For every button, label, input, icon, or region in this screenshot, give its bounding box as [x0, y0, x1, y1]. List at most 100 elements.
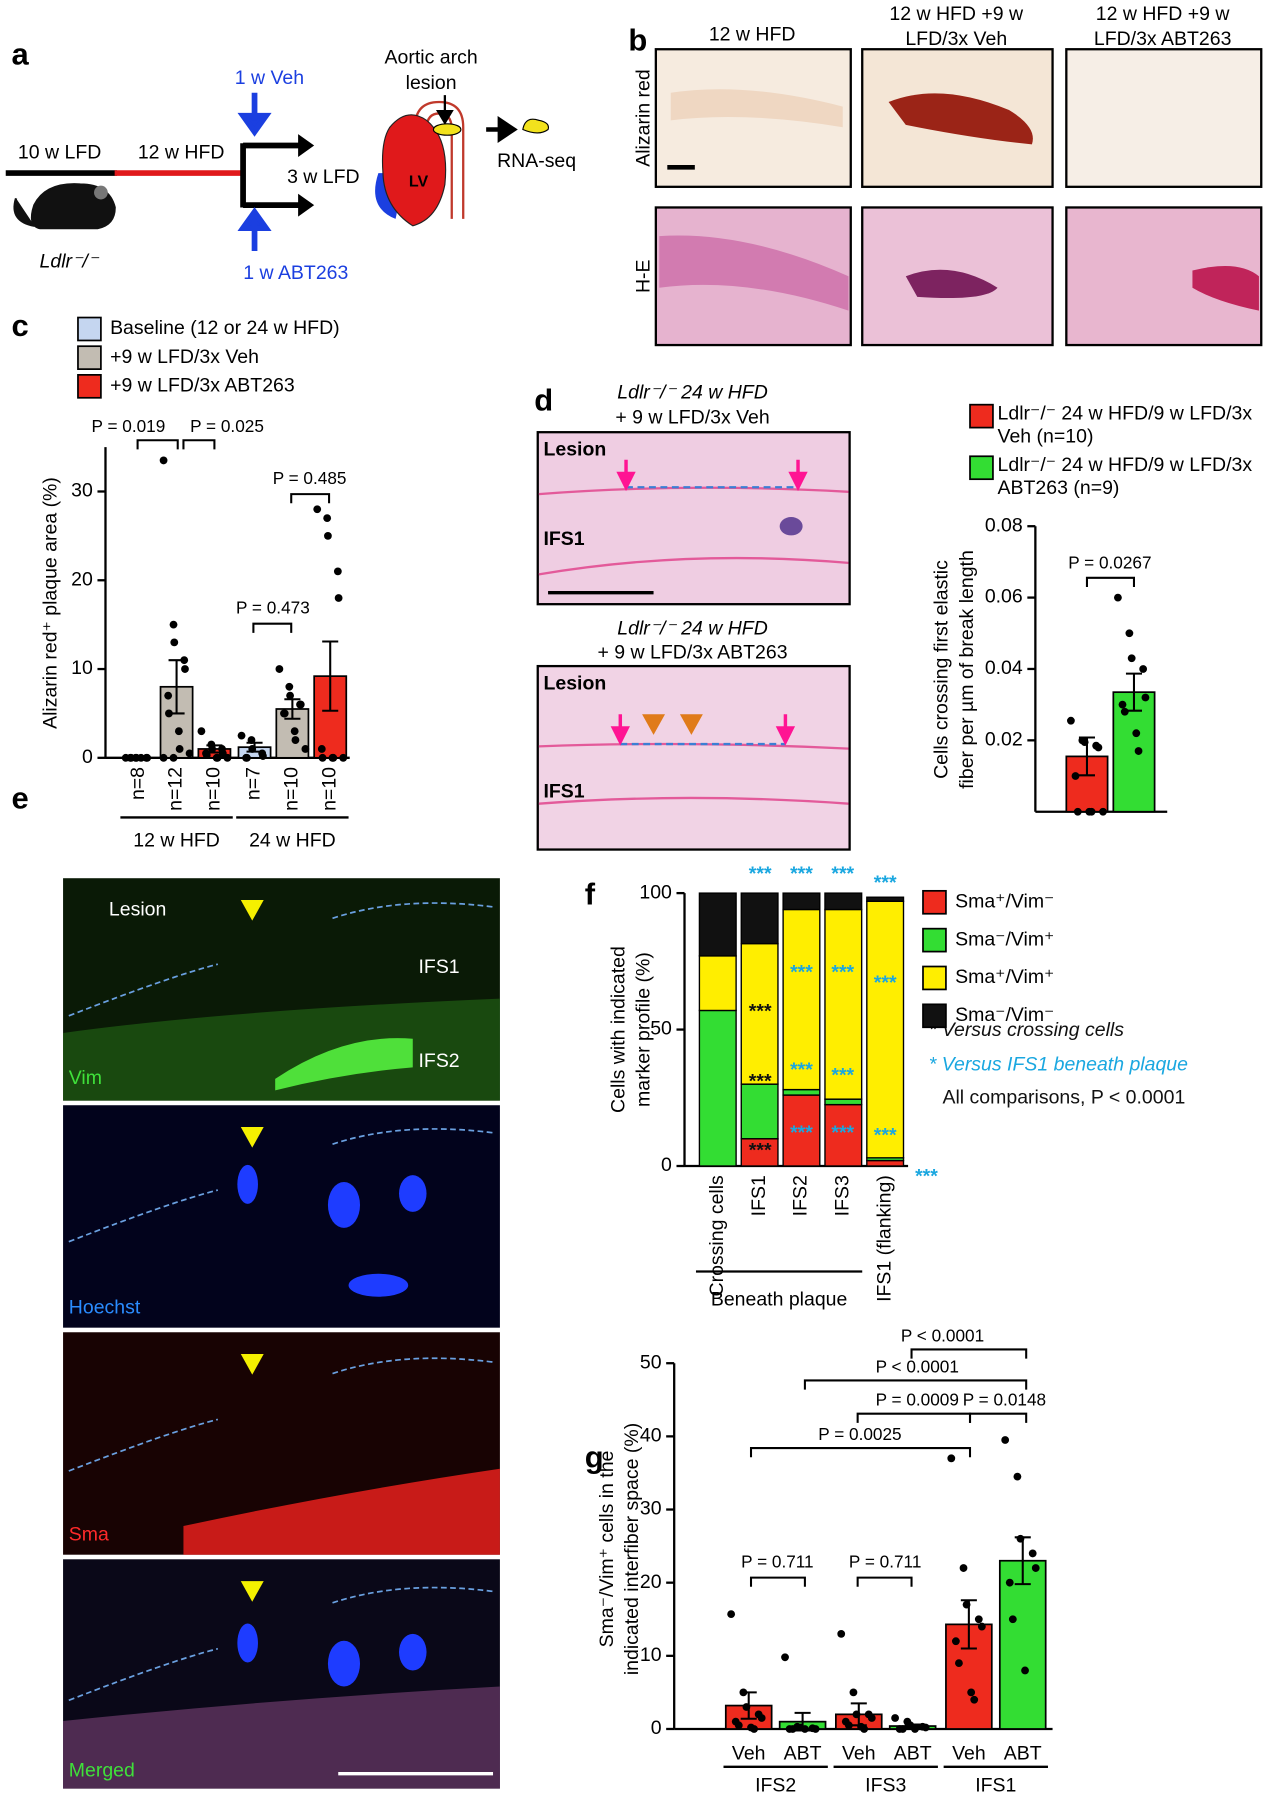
- row-label: H-E: [633, 259, 655, 293]
- data-point: [1071, 772, 1080, 780]
- assay-label: RNA-seq: [497, 150, 576, 172]
- significance-mark: ***: [790, 863, 813, 885]
- data-point: [891, 1714, 899, 1722]
- channel-label: Vim: [69, 1067, 102, 1089]
- legend-swatch: [969, 403, 994, 429]
- image-title: Ldlr⁻/⁻ 24 w HFD: [617, 618, 768, 640]
- data-point: [788, 1725, 797, 1733]
- data-point: [285, 682, 294, 691]
- tissue: [670, 89, 843, 128]
- tissue: [1192, 265, 1259, 311]
- data-point: [197, 727, 206, 736]
- data-point: [339, 753, 348, 762]
- data-point: [159, 456, 168, 465]
- y-tick-label: 0: [661, 1154, 672, 1176]
- data-point: [170, 638, 179, 647]
- bar-segment: [698, 955, 737, 1012]
- y-axis-label: fiber per µm of break length: [956, 550, 978, 789]
- p-value: P = 0.473: [236, 597, 310, 617]
- data-point: [757, 1714, 766, 1722]
- error-bar: [284, 698, 301, 720]
- micrograph: [63, 1105, 500, 1328]
- panel-label: c: [11, 308, 28, 343]
- data-point: [1031, 1564, 1040, 1572]
- branch: [240, 142, 301, 209]
- y-tick-label: 0.08: [985, 514, 1023, 536]
- significance-bracket: [290, 493, 331, 504]
- x-tick-label: Veh: [952, 1742, 986, 1764]
- significance-bracket: [856, 1576, 913, 1587]
- nucleus: [399, 1175, 427, 1212]
- bar-segment: [824, 892, 863, 911]
- significance-mark: ***: [831, 1065, 854, 1087]
- data-point: [811, 1725, 820, 1733]
- bar: [1112, 691, 1156, 813]
- data-point: [127, 753, 135, 762]
- data-point: [1114, 593, 1122, 602]
- x-tick-label: Veh: [842, 1742, 876, 1764]
- data-point: [727, 1610, 736, 1619]
- n-label: n=10: [318, 767, 340, 811]
- p-value: P < 0.0001: [876, 1356, 959, 1376]
- panel-a: 10 w LFD 12 w HFD 3 w LFD 1 w Veh 1 w AB…: [5, 47, 576, 284]
- bar-segment: [782, 1088, 821, 1096]
- data-point: [143, 753, 152, 762]
- significance-mark: ***: [874, 1124, 897, 1146]
- ventricle-label: LV: [409, 172, 429, 190]
- data-point: [259, 752, 267, 760]
- bar-segment: [740, 942, 779, 1085]
- treatment-label: 1 w Veh: [235, 67, 304, 89]
- y-axis-label: Cells with indicated: [607, 946, 629, 1113]
- channel-label: Hoechst: [69, 1296, 141, 1318]
- n-label: n=10: [203, 767, 225, 811]
- data-point: [1139, 665, 1148, 673]
- y-axis-label: Alizarin red⁺ plaque area (%): [40, 477, 62, 729]
- legend-label: Sma⁺/Vim⁺: [955, 966, 1054, 988]
- significance-mark: ***: [790, 1122, 813, 1144]
- data-point: [202, 751, 211, 760]
- timeline-label: 10 w LFD: [18, 142, 101, 164]
- data-point: [1118, 700, 1127, 709]
- x-category-label: IFS2: [755, 1774, 796, 1796]
- y-tick-label: 10: [640, 1644, 662, 1666]
- data-point: [947, 1454, 956, 1463]
- region-label: IFS1: [543, 528, 584, 550]
- significance-bracket: [910, 1348, 1028, 1359]
- data-point: [248, 745, 257, 753]
- error-bar: [1125, 672, 1142, 712]
- x-tick-label: Crossing cells: [706, 1175, 728, 1297]
- bar-segment: [866, 900, 905, 1159]
- p-value: P = 0.711: [741, 1551, 813, 1571]
- bar-segment: [698, 1009, 737, 1167]
- n-label: n=10: [281, 767, 303, 811]
- significance-mark: ***: [831, 863, 854, 885]
- data-point: [323, 514, 332, 523]
- data-point: [955, 1659, 963, 1668]
- data-point: [970, 1695, 979, 1704]
- nucleus: [237, 1623, 258, 1663]
- significance-mark: ***: [749, 1070, 772, 1092]
- data-point: [169, 620, 178, 629]
- significance-mark: ***: [915, 1166, 938, 1188]
- data-point: [247, 736, 256, 744]
- data-point: [213, 753, 222, 762]
- panel-label: e: [11, 780, 28, 815]
- significance-bracket: [252, 622, 293, 633]
- data-point: [301, 745, 310, 753]
- y-axis-label: marker profile (%): [633, 952, 655, 1107]
- significance-bracket: [136, 439, 179, 450]
- data-point: [324, 531, 332, 540]
- y-tick-label: 20: [71, 568, 93, 590]
- column-header: LFD/3x Veh: [905, 28, 1007, 50]
- group-label: Beneath plaque: [711, 1288, 848, 1310]
- data-point: [1141, 693, 1150, 702]
- mouse-strain: Ldlr⁻/⁻: [40, 251, 100, 273]
- data-point: [280, 709, 289, 718]
- legend-label: Ldlr⁻/⁻ 24 w HFD/9 w LFD/3x Veh (n=10): [998, 402, 1253, 447]
- region-label: IFS1: [419, 956, 460, 978]
- data-point: [242, 753, 251, 762]
- data-point: [1001, 1436, 1010, 1444]
- data-point: [962, 1600, 971, 1609]
- significance-mark: ***: [790, 1059, 813, 1081]
- data-point: [959, 1564, 968, 1572]
